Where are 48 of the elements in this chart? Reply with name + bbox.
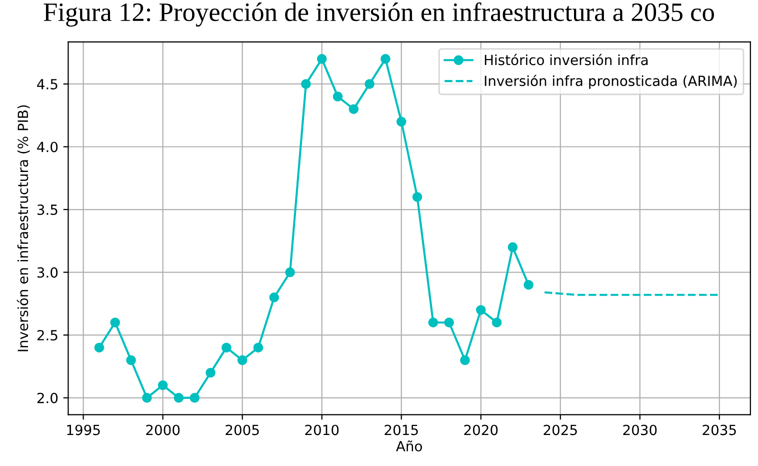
x-tick-label: 2035 xyxy=(702,424,736,436)
y-axis-title: Inversión en infraestructura (% PIB) xyxy=(16,105,30,352)
x-tick-label: 2005 xyxy=(226,424,259,436)
point xyxy=(174,392,184,403)
point xyxy=(460,355,470,365)
point xyxy=(428,318,438,328)
point xyxy=(110,318,120,328)
y-tick-label: 2.5 xyxy=(37,330,58,341)
x-tick-label: 2000 xyxy=(146,424,180,436)
point xyxy=(126,355,136,365)
point xyxy=(508,242,518,252)
point xyxy=(94,342,104,352)
x-tick-label: 2025 xyxy=(544,424,577,436)
legend-label: Histórico inversión infra xyxy=(484,54,648,66)
point xyxy=(285,267,295,278)
point xyxy=(253,342,264,352)
point xyxy=(269,292,280,302)
point xyxy=(524,280,534,290)
y-tick-label: 3.0 xyxy=(37,267,58,278)
x-tick-label: 1995 xyxy=(67,424,100,436)
point xyxy=(476,305,486,315)
x-tick-label: 2020 xyxy=(464,424,498,436)
point xyxy=(316,54,327,64)
chart-title: Figura 12: Proyección de inversión en infraestructura a 2035 co xyxy=(44,2,714,27)
point xyxy=(396,116,406,127)
point xyxy=(332,92,343,102)
point xyxy=(444,318,454,328)
x-tick-label: 2010 xyxy=(305,424,339,436)
point xyxy=(206,368,216,378)
y-tick-label: 4.5 xyxy=(37,79,58,90)
point xyxy=(348,104,359,114)
point xyxy=(492,318,502,328)
y-tick-label: 3.5 xyxy=(37,204,58,215)
x-axis-title: Año xyxy=(396,440,422,452)
y-tick-label: 2.0 xyxy=(37,392,58,404)
point xyxy=(301,79,311,89)
y-tick-label: 4.0 xyxy=(37,142,58,152)
legend-label: Inversión infra pronosticada (ARIMA) xyxy=(484,74,737,89)
point xyxy=(412,192,422,202)
point xyxy=(364,79,374,89)
x-tick-label: 2015 xyxy=(384,424,418,436)
point xyxy=(142,392,152,403)
point xyxy=(380,54,390,64)
point xyxy=(158,380,168,390)
point xyxy=(222,342,232,352)
point xyxy=(190,392,200,403)
point xyxy=(237,355,248,365)
x-tick-label: 2030 xyxy=(623,424,657,436)
